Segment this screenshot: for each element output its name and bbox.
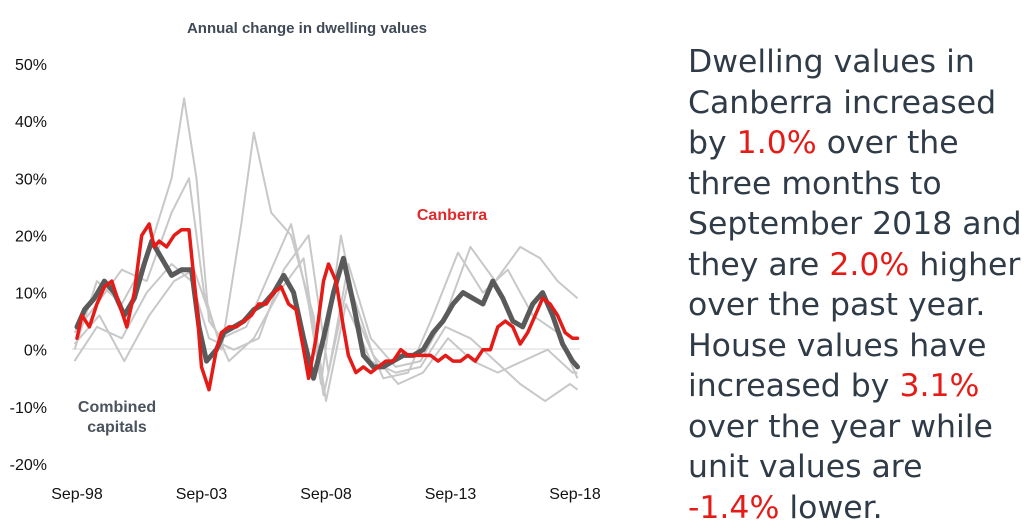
other-capital-line <box>73 257 578 397</box>
other-capital-line <box>73 97 579 385</box>
x-tick-label: Sep-08 <box>300 486 352 503</box>
chart-title: Annual change in dwelling values <box>187 20 427 37</box>
x-tick-label: Sep-18 <box>549 486 601 503</box>
y-tick-label: 0% <box>24 343 47 360</box>
commentary-part-5: lower. <box>779 489 883 526</box>
y-tick-label: 20% <box>15 228 47 245</box>
commentary-part-1: Dwelling values in Canberra increased by <box>688 44 997 161</box>
commentary-part-2: over the three months to September 2018 … <box>688 125 1022 283</box>
series-line-canberra <box>75 222 580 392</box>
series-label-combined-1: Combined <box>78 399 156 416</box>
commentary-part-4: over the year while unit values are <box>688 408 993 486</box>
y-tick-label: -20% <box>10 457 47 474</box>
series-line-combined-capitals <box>74 238 580 381</box>
x-tick-label: Sep-13 <box>425 486 477 503</box>
value-unit-change: -1.4% <box>688 489 780 526</box>
x-axis: Sep-98 Sep-03 Sep-08 Sep-13 Sep-18 <box>51 486 601 503</box>
y-tick-label: -10% <box>10 400 47 417</box>
value-annual-change: 2.0% <box>829 246 910 283</box>
commentary-text: Dwelling values in Canberra increased by… <box>688 42 1022 528</box>
line-chart: Annual change in dwelling values 50% 40% 3… <box>10 20 601 503</box>
x-tick-label: Sep-03 <box>176 486 228 503</box>
series-label-canberra: Canberra <box>417 207 487 224</box>
series-label-combined-2: capitals <box>87 419 147 436</box>
y-axis: 50% 40% 30% 20% 10% 0% -10% -20% <box>10 57 47 474</box>
y-tick-label: 30% <box>15 171 47 188</box>
commentary-part-3: higher over the past year. House values … <box>688 246 1021 405</box>
value-quarterly-change: 1.0% <box>736 125 817 161</box>
main-series-lines <box>74 222 580 392</box>
x-tick-label: Sep-98 <box>51 486 103 503</box>
value-house-change: 3.1% <box>899 368 980 404</box>
other-capital-line <box>73 234 579 374</box>
y-tick-label: 10% <box>15 286 47 303</box>
other-capitals-lines <box>73 97 579 403</box>
other-capital-line <box>73 131 579 403</box>
y-tick-label: 50% <box>15 57 47 74</box>
y-tick-label: 40% <box>15 114 47 131</box>
